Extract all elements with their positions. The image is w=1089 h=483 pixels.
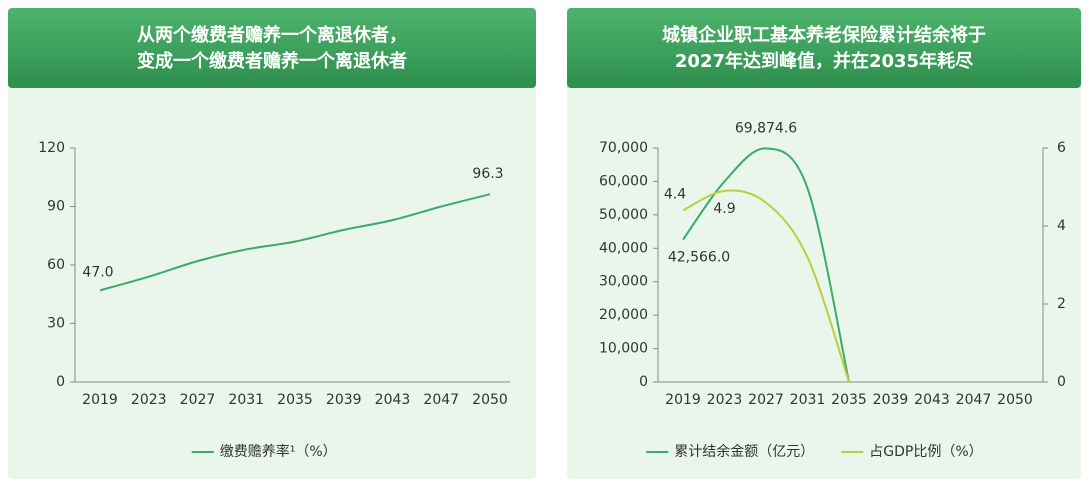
y-tick-label: 30 (47, 316, 65, 332)
x-tick-label: 2027 (748, 392, 784, 408)
y2-tick-label: 4 (1057, 218, 1066, 234)
y-tick-label: 0 (56, 374, 65, 390)
x-tick-label: 2023 (707, 392, 743, 408)
y-tick-label: 10,000 (599, 341, 648, 357)
x-tick-label: 2050 (472, 392, 508, 408)
x-tick-label: 2043 (375, 392, 411, 408)
y2-tick-label: 6 (1057, 140, 1066, 156)
y-tick-label: 120 (38, 140, 65, 156)
title: 变成一个缴费者赡养一个离退休者 (137, 50, 407, 72)
y-tick-label: 60 (47, 257, 65, 273)
y-tick-label: 60,000 (599, 173, 648, 189)
x-tick-label: 2031 (790, 392, 826, 408)
y-tick-label: 0 (639, 374, 648, 390)
title: 城镇企业职工基本养老保险累计结余将于 (662, 24, 986, 46)
y-tick-label: 20,000 (599, 307, 648, 323)
line-series (682, 189, 850, 383)
legend-label: 累计结余金额（亿元） (674, 443, 814, 460)
legend-label: 缴费赡养率¹（%） (220, 443, 337, 460)
x-tick-label: 2035 (277, 392, 313, 408)
x-tick-label: 2031 (228, 392, 264, 408)
data-label: 4.9 (713, 201, 735, 217)
x-tick-label: 2019 (82, 392, 118, 408)
line-series (99, 193, 491, 292)
x-tick-label: 2047 (956, 392, 992, 408)
x-tick-label: 2039 (326, 392, 362, 408)
y-tick-label: 30,000 (599, 274, 648, 290)
y-tick-label: 70,000 (599, 140, 648, 156)
x-tick-label: 2019 (665, 392, 701, 408)
data-label: 4.4 (664, 186, 686, 202)
title: 从两个缴费者赡养一个离退休者， (137, 24, 407, 46)
data-label: 42,566.0 (668, 250, 730, 266)
y-tick-label: 40,000 (599, 240, 648, 256)
data-label: 96.3 (472, 166, 503, 182)
x-tick-label: 2023 (131, 392, 167, 408)
x-tick-label: 2027 (180, 392, 216, 408)
y2-tick-label: 0 (1057, 374, 1066, 390)
x-tick-label: 2035 (831, 392, 867, 408)
panel (8, 8, 536, 479)
y2-tick-label: 2 (1057, 296, 1066, 312)
y-tick-label: 50,000 (599, 207, 648, 223)
panel-header (8, 8, 536, 88)
x-tick-label: 2047 (423, 392, 459, 408)
legend-label: 占GDP比例（%） (869, 444, 982, 460)
x-tick-label: 2043 (914, 392, 950, 408)
data-label: 47.0 (82, 264, 113, 280)
x-tick-label: 2039 (873, 392, 909, 408)
panel-header (567, 8, 1081, 88)
y-tick-label: 90 (47, 199, 65, 215)
panel (567, 8, 1081, 479)
x-tick-label: 2050 (997, 392, 1033, 408)
title: 2027年达到峰值，并在2035年耗尽 (675, 50, 974, 72)
data-label: 69,874.6 (735, 120, 797, 136)
